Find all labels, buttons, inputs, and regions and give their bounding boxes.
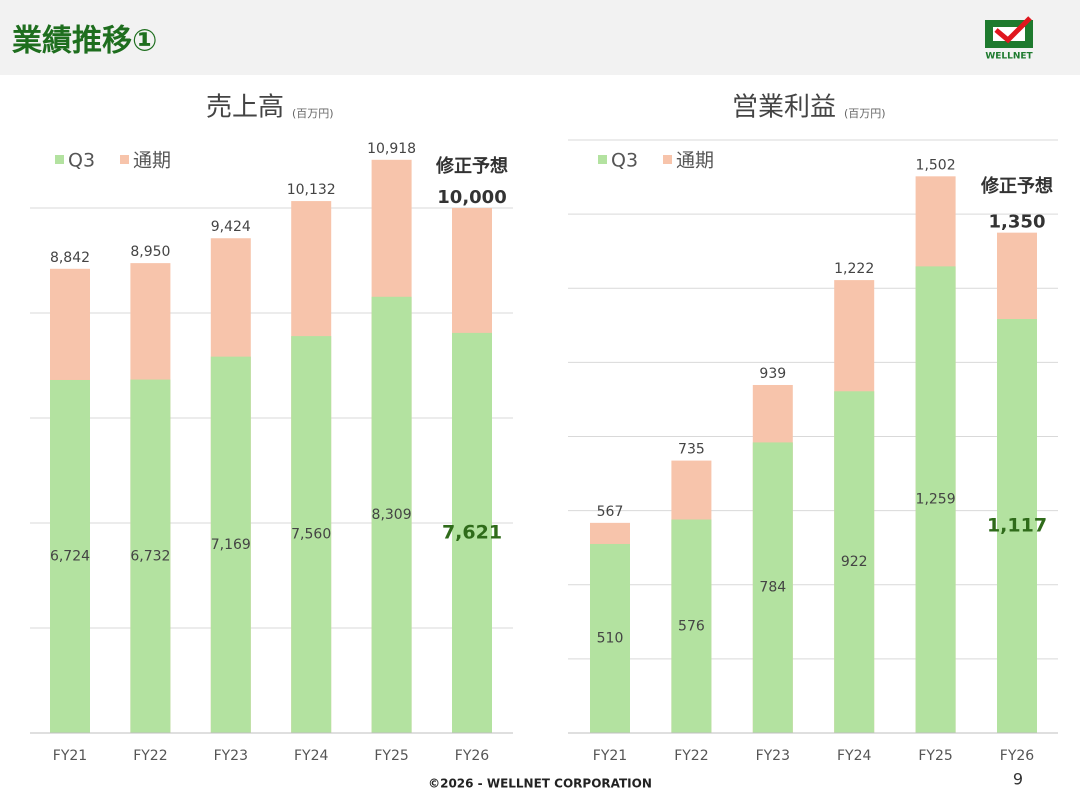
value-label: 10,918 — [367, 141, 416, 157]
legend-label: 通期 — [133, 150, 171, 172]
bar — [371, 296, 412, 733]
bar — [130, 379, 171, 733]
value-label: 8,842 — [50, 250, 90, 266]
x-tick-label: FY25 — [918, 748, 952, 764]
annotation: 修正予想 — [435, 155, 508, 177]
value-label: 10,000 — [437, 187, 506, 208]
value-label: 1,117 — [987, 515, 1047, 537]
bar — [210, 356, 251, 733]
value-label: 1,222 — [834, 261, 874, 277]
x-tick-label: FY26 — [455, 748, 490, 764]
value-label: 939 — [759, 366, 786, 382]
value-label: 10,132 — [287, 182, 336, 198]
value-label: 7,560 — [291, 527, 331, 543]
bar — [752, 442, 793, 733]
x-tick-label: FY23 — [756, 748, 790, 764]
x-tick-label: FY22 — [674, 748, 708, 764]
bar — [590, 543, 630, 733]
bar — [291, 336, 332, 733]
value-label: 1,502 — [916, 157, 956, 173]
header-band — [0, 0, 1080, 75]
value-label: 8,309 — [372, 507, 412, 523]
value-label: 7,169 — [211, 537, 251, 553]
chart-subtitle: (百万円) — [292, 107, 334, 120]
value-label: 735 — [678, 442, 705, 458]
x-tick-label: FY24 — [294, 748, 329, 764]
value-label: 510 — [597, 630, 624, 646]
chart-subtitle: (百万円) — [844, 107, 886, 120]
x-tick-label: FY26 — [1000, 748, 1035, 764]
logo-text: WELLNET — [985, 52, 1033, 62]
bar — [997, 319, 1037, 733]
copyright: ©2026 - WELLNET CORPORATION — [428, 777, 652, 791]
annotation: 修正予想 — [980, 175, 1053, 197]
value-label: 1,350 — [989, 212, 1046, 233]
legend-swatch — [598, 155, 607, 164]
legend-swatch — [663, 155, 672, 164]
value-label: 567 — [597, 504, 624, 520]
value-label: 1,259 — [916, 492, 956, 508]
value-label: 922 — [841, 554, 868, 570]
legend-swatch — [55, 155, 64, 164]
x-tick-label: FY23 — [214, 748, 248, 764]
bar — [50, 379, 90, 733]
chart-title: 売上高 — [206, 93, 284, 123]
legend-label: 通期 — [676, 150, 714, 172]
value-label: 9,424 — [211, 219, 251, 235]
value-label: 7,621 — [442, 521, 502, 543]
legend-label: Q3 — [611, 150, 638, 172]
slide-title: 業績推移① — [12, 24, 157, 59]
value-label: 576 — [678, 618, 705, 634]
bar — [915, 266, 956, 733]
value-label: 8,950 — [130, 244, 170, 260]
bar — [452, 332, 492, 733]
value-label: 784 — [759, 580, 786, 596]
x-tick-label: FY25 — [374, 748, 408, 764]
page-number: 9 — [1013, 770, 1023, 789]
x-tick-label: FY24 — [837, 748, 872, 764]
value-label: 6,724 — [50, 548, 90, 564]
logo: WELLNET — [985, 16, 1034, 62]
x-tick-label: FY21 — [53, 748, 87, 764]
x-tick-label: FY21 — [593, 748, 627, 764]
value-label: 6,732 — [130, 548, 170, 564]
bar — [671, 519, 712, 733]
chart-title: 営業利益 — [732, 93, 836, 123]
legend-swatch — [120, 155, 129, 164]
x-tick-label: FY22 — [133, 748, 167, 764]
legend-label: Q3 — [68, 150, 95, 172]
bar — [834, 391, 875, 733]
